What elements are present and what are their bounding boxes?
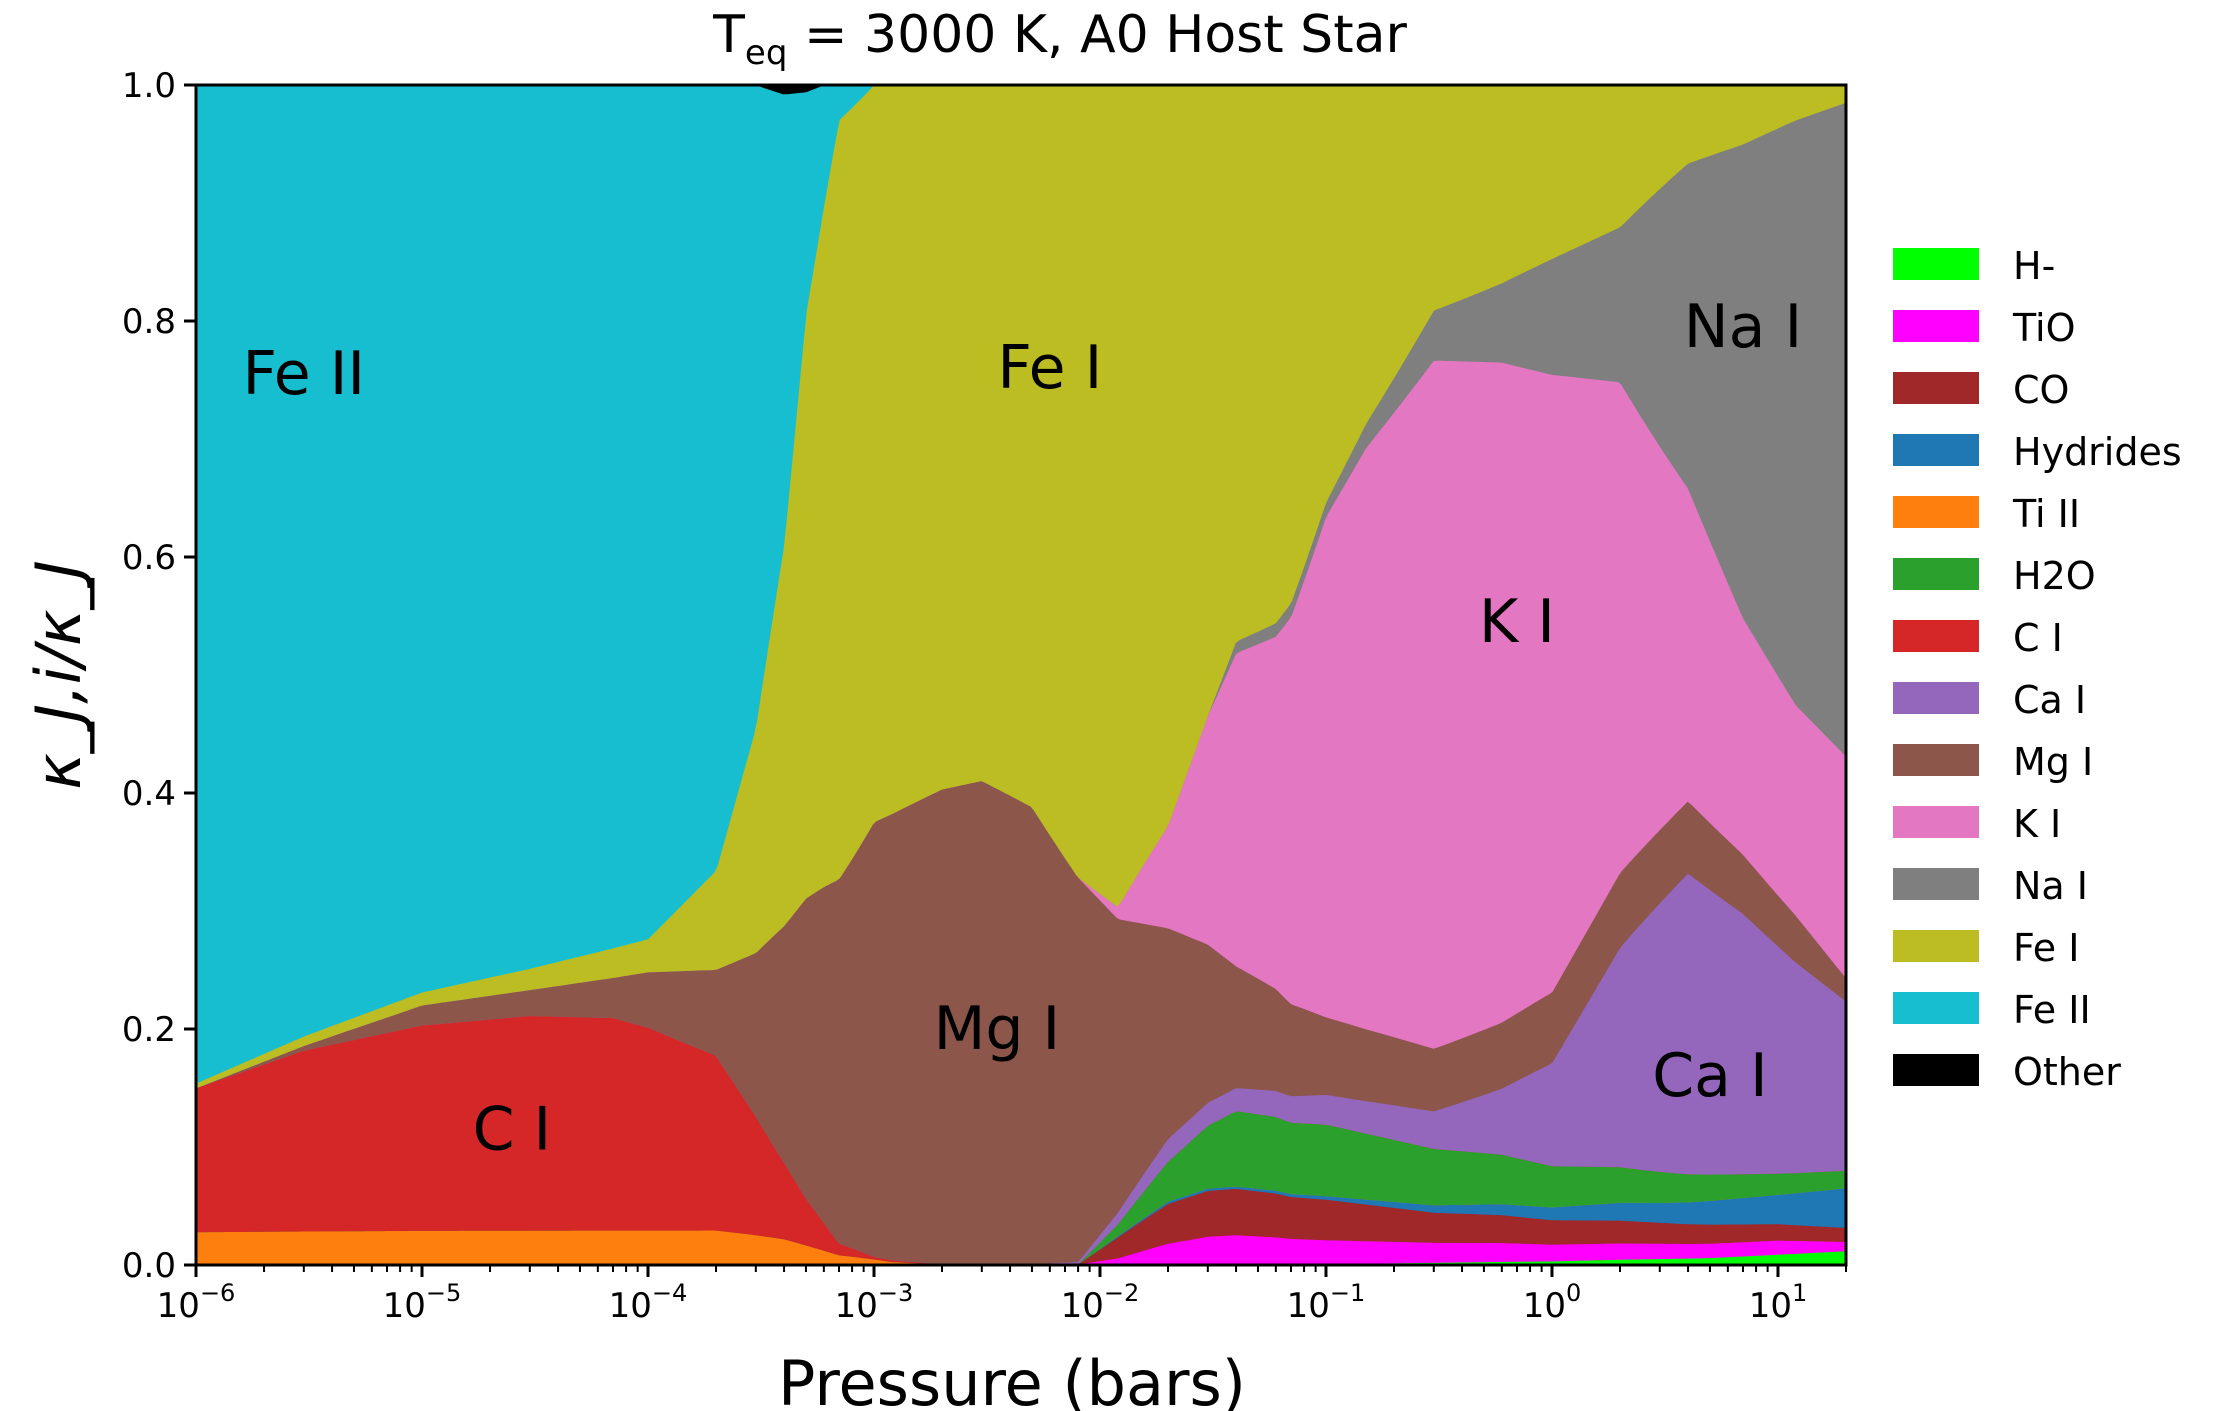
legend-label-na-i: Na I	[2013, 864, 2088, 908]
legend-label-fe-i: Fe I	[2013, 926, 2079, 970]
y-axis-label: κ_J,i/κ_J	[22, 560, 95, 789]
legend-swatch-ca-i	[1893, 682, 1979, 714]
x-tick-label: 10−5	[383, 1279, 462, 1326]
y-tick-label: 0.4	[122, 774, 176, 814]
legend-swatch-ti-ii	[1893, 496, 1979, 528]
region-label-na-i: Na I	[1684, 292, 1802, 362]
region-label-fe-ii: Fe II	[243, 339, 366, 409]
y-tick-label: 0.2	[122, 1010, 176, 1050]
y-tick-label: 0.6	[122, 538, 176, 578]
region-label-mg-i: Mg I	[934, 994, 1061, 1064]
legend-swatch-other	[1893, 1054, 1979, 1086]
legend-swatch-na-i	[1893, 868, 1979, 900]
x-axis: 10−6 10−5 10−4 10−3 10−2 10−1 100 101	[157, 1265, 1847, 1326]
legend-label-fe-ii: Fe II	[2013, 988, 2091, 1032]
region-label-ca-i: Ca I	[1652, 1041, 1767, 1111]
region-label-k-i: K I	[1479, 587, 1555, 657]
legend-label-k-i: K I	[2013, 802, 2061, 846]
legend-swatch-co	[1893, 372, 1979, 404]
region-label-c-i: C I	[473, 1094, 552, 1164]
y-tick-label: 1.0	[122, 66, 176, 106]
region-labels: Fe II Fe I Na I K I Mg I C I Ca I	[243, 292, 1803, 1164]
legend-swatch-fe-ii	[1893, 992, 1979, 1024]
legend-label-mg-i: Mg I	[2013, 740, 2093, 784]
legend-label-h2o: H2O	[2013, 554, 2096, 598]
y-axis: 0.0 0.2 0.4 0.6 0.8 1.0	[122, 66, 196, 1286]
legend-swatch-h2o	[1893, 558, 1979, 590]
chart-title: Teq = 3000 K, A0 Host Star	[712, 5, 1407, 73]
legend-label-ca-i: Ca I	[2013, 678, 2086, 722]
legend-label-ti-ii: Ti II	[2012, 492, 2080, 536]
legend-label-c-i: C I	[2013, 616, 2063, 660]
x-tick-label: 10−1	[1287, 1279, 1366, 1326]
legend-swatch-fe-i	[1893, 930, 1979, 962]
x-tick-label: 10−2	[1061, 1279, 1140, 1326]
legend-swatch-h	[1893, 248, 1979, 280]
legend: H- TiO CO Hydrides Ti II H2O C I Ca I Mg I K I Na …	[1893, 244, 2182, 1094]
legend-swatch-hydrides	[1893, 434, 1979, 466]
y-tick-label: 0.8	[122, 302, 176, 342]
plot-areas	[195, 84, 1847, 1266]
legend-swatch-k-i	[1893, 806, 1979, 838]
x-tick-label: 101	[1749, 1279, 1808, 1326]
legend-swatch-tio	[1893, 310, 1979, 342]
legend-label-co: CO	[2013, 368, 2069, 412]
legend-label-hydrides: Hydrides	[2013, 430, 2182, 474]
legend-label-other: Other	[2013, 1050, 2121, 1094]
legend-label-tio: TiO	[2012, 306, 2076, 350]
legend-label-h: H-	[2013, 244, 2055, 288]
x-tick-label: 10−6	[157, 1279, 236, 1326]
x-axis-label: Pressure (bars)	[778, 1347, 1246, 1411]
region-label-fe-i: Fe I	[997, 333, 1102, 403]
legend-swatch-mg-i	[1893, 744, 1979, 776]
y-tick-label: 0.0	[122, 1246, 176, 1286]
x-tick-label: 10−4	[609, 1279, 688, 1326]
plot-frame	[194, 83, 1848, 1267]
legend-swatch-c-i	[1893, 620, 1979, 652]
x-tick-label: 10−3	[835, 1279, 914, 1326]
x-tick-label: 100	[1523, 1279, 1582, 1326]
